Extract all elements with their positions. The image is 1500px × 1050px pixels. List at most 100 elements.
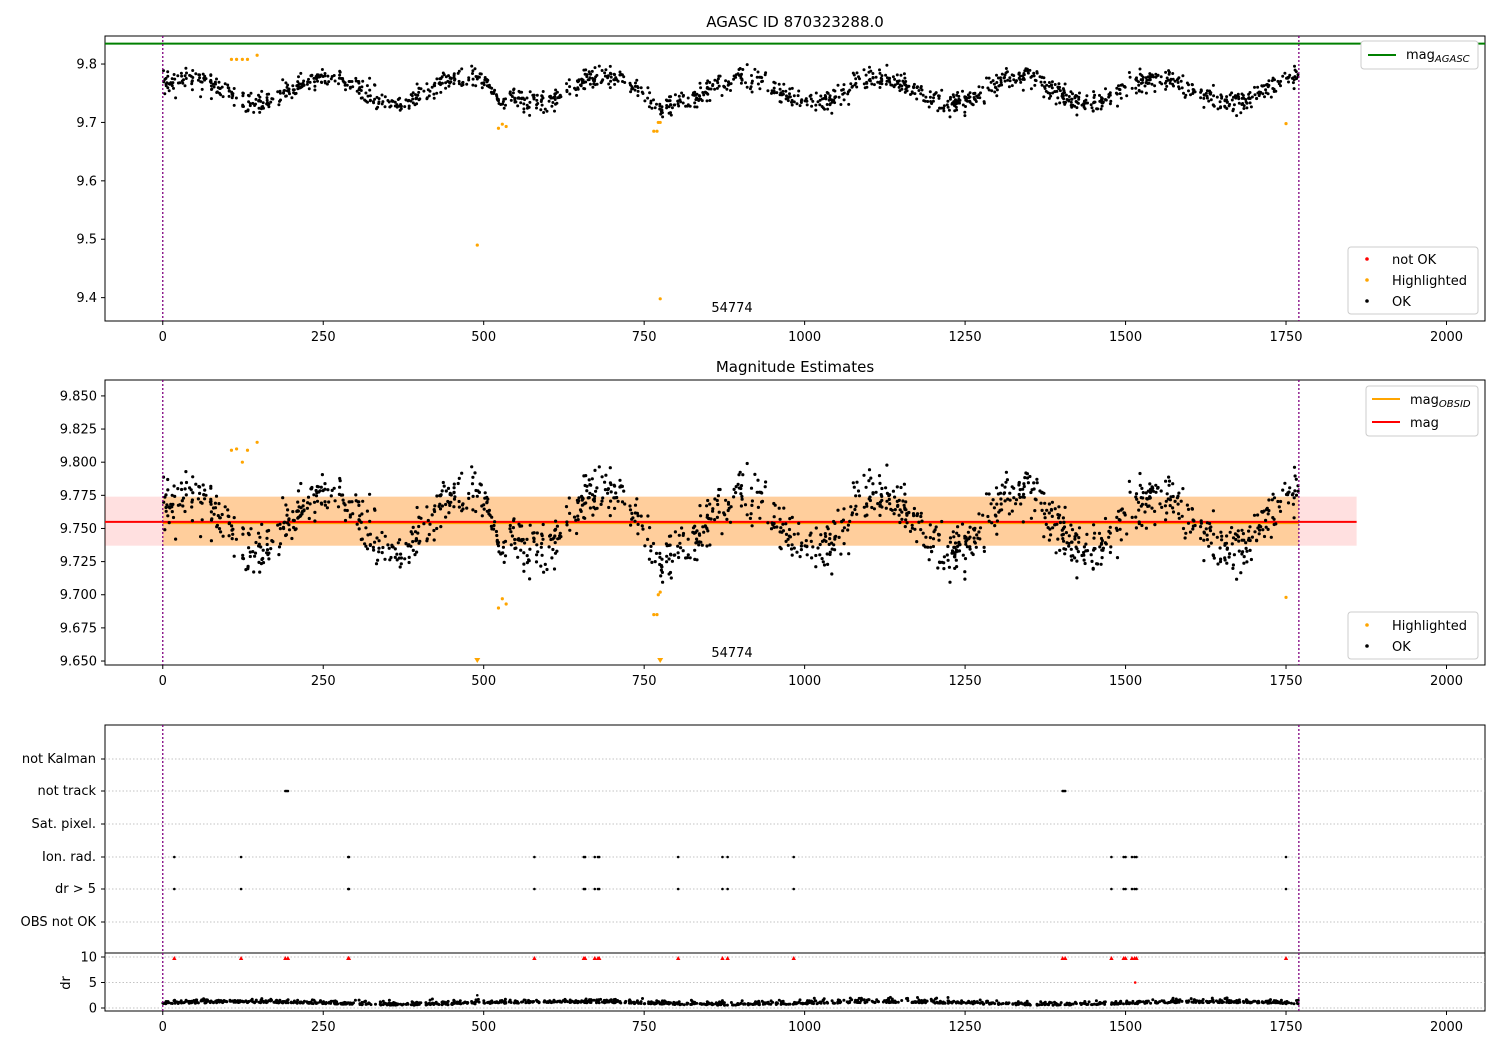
dr-point: [170, 1002, 174, 1005]
dr-point: [812, 996, 816, 1000]
ok-point: [864, 485, 868, 489]
dr-point: [563, 1000, 567, 1004]
ok-point: [1190, 83, 1194, 86]
ok-point: [312, 493, 316, 497]
ok-point: [716, 81, 720, 85]
ok-point: [927, 105, 931, 109]
ok-point: [896, 82, 900, 85]
ok-point: [1090, 559, 1094, 564]
ok-point: [1223, 543, 1227, 547]
ok-point: [495, 540, 499, 544]
ok-point: [703, 90, 707, 94]
ok-point: [1033, 497, 1037, 501]
ok-point: [380, 551, 384, 555]
ok-point: [827, 98, 831, 102]
ok-point: [878, 86, 882, 89]
dr-point: [466, 1001, 470, 1005]
ok-point: [413, 553, 417, 557]
dr-point: [865, 998, 869, 1002]
dr-point: [1185, 1000, 1189, 1004]
ok-point: [417, 86, 421, 90]
dr-point: [660, 999, 664, 1003]
ok-point: [453, 78, 456, 82]
ok-point: [785, 94, 788, 98]
ok-point: [1169, 77, 1173, 81]
ok-point: [1179, 79, 1183, 83]
ok-point: [942, 104, 946, 108]
ok-point: [591, 85, 595, 89]
ok-point: [1120, 507, 1124, 511]
legend-ok-label: OK: [1392, 640, 1411, 655]
panel-mag-y-tick-label: 9.700: [60, 588, 97, 603]
ok-point: [554, 92, 558, 96]
ok-point: [316, 79, 319, 83]
ok-point: [717, 74, 721, 78]
highlighted-point: [652, 129, 656, 133]
ok-point: [439, 90, 443, 94]
ok-point: [1279, 84, 1282, 88]
ok-point: [788, 517, 792, 521]
ok-point: [1205, 533, 1209, 537]
ok-point: [820, 557, 824, 561]
ok-point: [811, 99, 815, 103]
ok-point: [782, 506, 786, 510]
ok-point: [717, 510, 721, 514]
ok-point: [963, 577, 967, 581]
ok-point: [1091, 567, 1095, 571]
ok-point: [547, 99, 551, 103]
ok-point: [218, 87, 222, 90]
ok-point: [202, 493, 206, 497]
ok-point: [796, 94, 800, 98]
ok-point: [1239, 111, 1243, 115]
dr-point: [836, 1001, 840, 1005]
ok-point: [527, 558, 531, 562]
dr-point: [1087, 1000, 1091, 1004]
ok-point: [586, 78, 590, 82]
ok-point: [876, 80, 880, 84]
ok-point: [508, 91, 512, 95]
ok-point: [257, 560, 261, 565]
ok-point: [517, 96, 521, 100]
ok-point: [354, 79, 358, 83]
flag-marker: [583, 855, 587, 859]
ok-point: [1208, 529, 1213, 533]
dr-point: [1151, 998, 1155, 1002]
dr-point: [228, 998, 232, 1002]
ok-point: [166, 488, 170, 492]
ok-point: [594, 489, 598, 493]
ok-point: [221, 534, 225, 538]
ok-point: [425, 539, 429, 543]
ok-point: [846, 523, 851, 527]
ok-point: [978, 537, 982, 541]
dr-point: [857, 996, 861, 1000]
dr-point: [887, 1000, 891, 1004]
ok-point: [814, 553, 818, 558]
ok-point: [438, 81, 442, 85]
dr-point: [1007, 1001, 1011, 1005]
dr-point: [351, 1002, 354, 1006]
ok-point: [1057, 505, 1061, 509]
ok-point: [475, 494, 479, 498]
ok-point: [1017, 492, 1021, 497]
ok-point: [249, 527, 253, 531]
dr-point: [399, 1002, 403, 1006]
ok-point: [600, 79, 604, 83]
ok-point: [961, 553, 965, 557]
ok-point: [226, 86, 230, 90]
ok-point: [200, 518, 204, 522]
ok-point: [945, 103, 949, 107]
ok-point: [413, 103, 417, 107]
dr-point: [289, 1000, 293, 1004]
ok-point: [576, 518, 580, 522]
dr-point: [503, 997, 507, 1001]
dr-point: [1274, 1000, 1278, 1004]
ok-point: [931, 544, 936, 549]
ok-point: [1000, 72, 1004, 76]
dr-point: [985, 999, 989, 1003]
ok-point: [513, 546, 517, 551]
ok-point: [837, 95, 841, 99]
ok-point: [301, 504, 305, 508]
ok-point: [290, 96, 294, 100]
panel-mag-x-tick-label: 1250: [949, 674, 982, 689]
ok-point: [191, 491, 195, 495]
